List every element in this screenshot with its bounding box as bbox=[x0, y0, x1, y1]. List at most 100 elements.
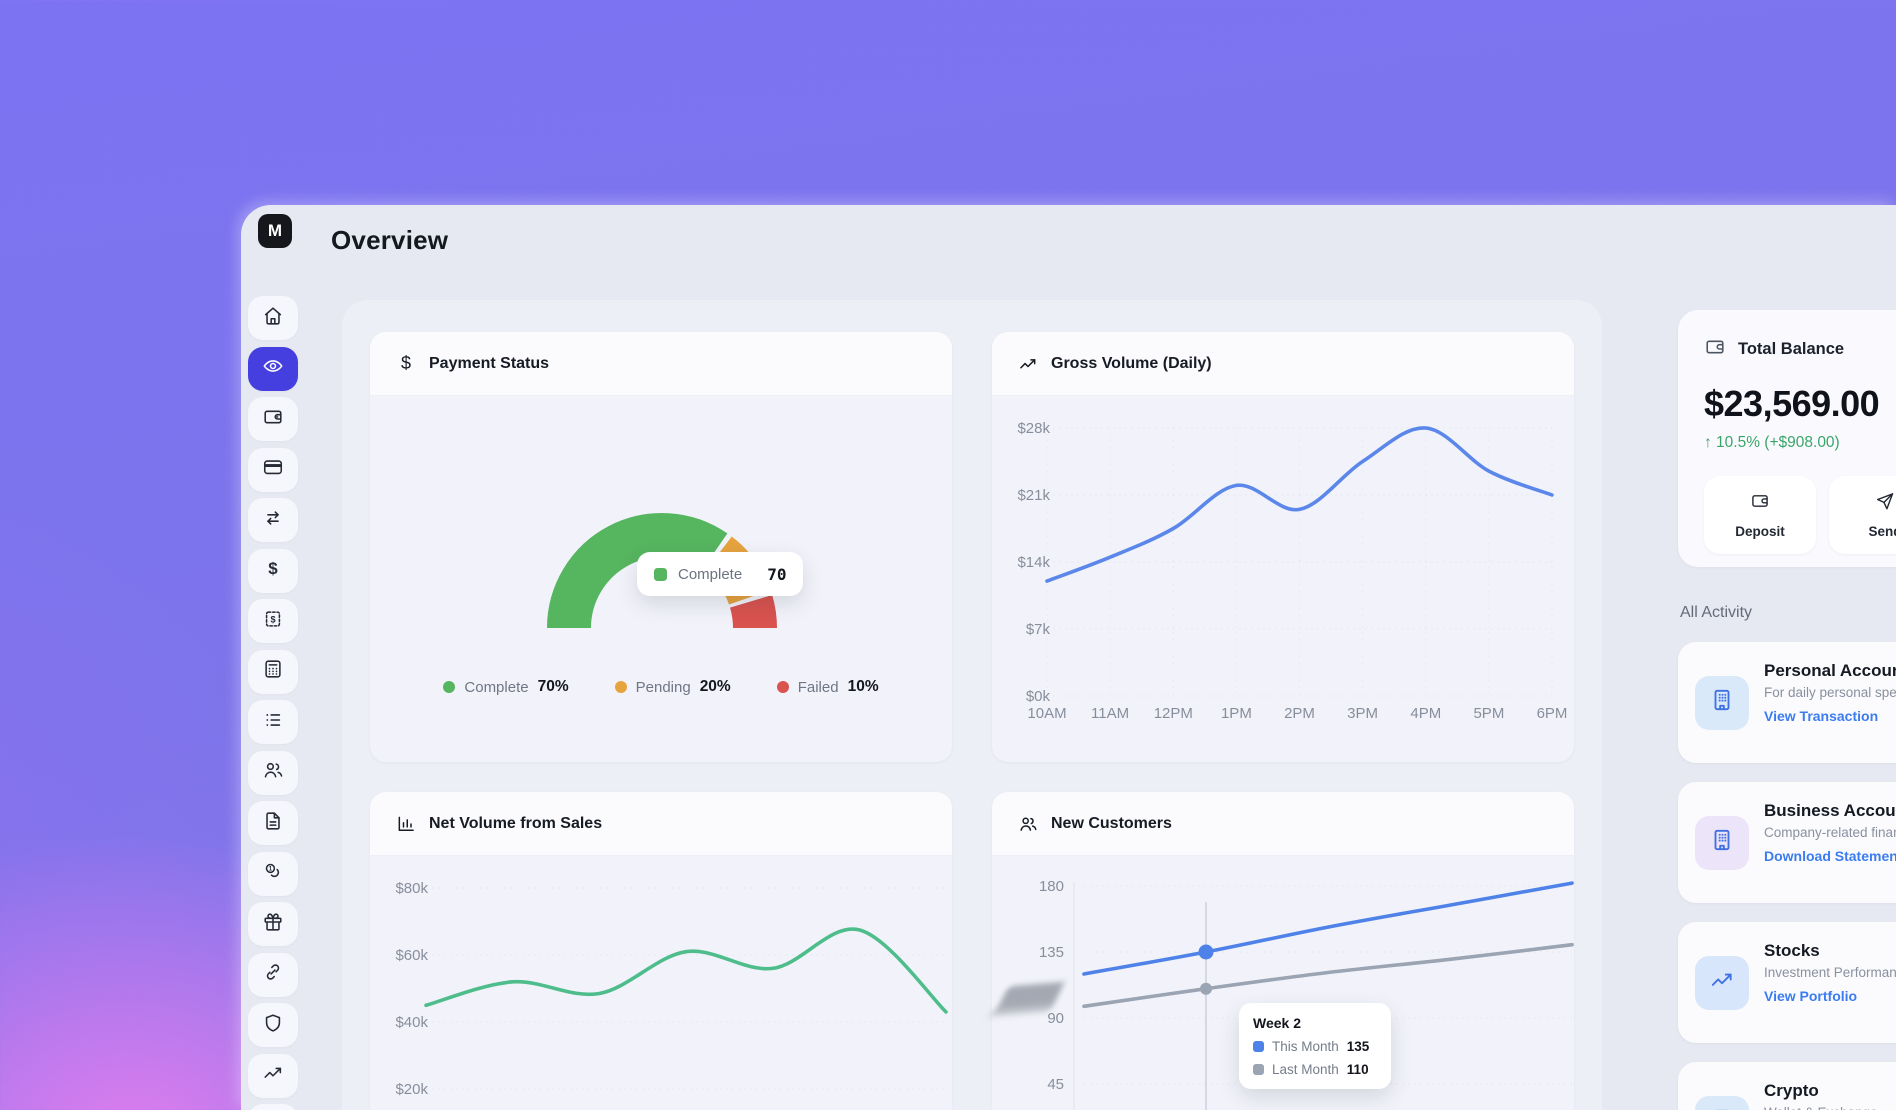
y-tick-label: $21k bbox=[1017, 487, 1050, 504]
deposit-label: Deposit bbox=[1735, 524, 1785, 539]
y-tick-label: $20k bbox=[395, 1081, 428, 1098]
x-tick-label: 5PM bbox=[1473, 705, 1504, 722]
x-tick-label: 11AM bbox=[1091, 705, 1129, 722]
tooltip-label: Complete bbox=[678, 565, 743, 583]
activity-personal-account[interactable]: Personal Account For daily personal spen… bbox=[1678, 642, 1896, 763]
y-tick-label: $40k bbox=[395, 1014, 428, 1031]
total-balance-card: Total Balance $23,569.00 ↑ 10.5% (+$908.… bbox=[1678, 310, 1896, 567]
activity-title: Business Account bbox=[1764, 801, 1896, 820]
new-customers-chart: 180 135 90 45 bbox=[1039, 878, 1574, 1110]
trend-up-icon bbox=[1018, 354, 1038, 374]
send-button[interactable]: Send bbox=[1829, 476, 1896, 554]
shield-icon bbox=[262, 1012, 284, 1039]
complete-swatch bbox=[654, 567, 667, 581]
card-title: Net Volume from Sales bbox=[429, 814, 603, 832]
last-month-dot bbox=[1200, 982, 1212, 995]
pending-dot bbox=[614, 681, 627, 693]
y-tick-label: $14k bbox=[1017, 554, 1050, 571]
y-tick-label: $0k bbox=[1026, 688, 1051, 705]
sidebar-item-payments[interactable]: $ bbox=[248, 548, 298, 593]
sidebar-item-analytics[interactable] bbox=[248, 1053, 298, 1098]
sidebar-item-customers[interactable] bbox=[248, 750, 298, 795]
y-tick-label: $80k bbox=[395, 880, 428, 897]
users-icon bbox=[262, 759, 284, 786]
y-tick-label: $7k bbox=[1026, 621, 1051, 638]
activity-business-account[interactable]: Business Account Company-related finance… bbox=[1678, 782, 1896, 903]
view-transaction-link[interactable]: View Transaction bbox=[1764, 708, 1879, 724]
sidebar-item-coins[interactable]: 1 bbox=[248, 851, 298, 896]
sidebar-item-security[interactable] bbox=[248, 1003, 298, 1047]
building-icon bbox=[1709, 687, 1735, 718]
legend-failed: Failed 10% bbox=[776, 678, 879, 696]
legend-label: Pending bbox=[635, 678, 691, 696]
document-icon bbox=[262, 810, 284, 837]
sidebar-item-transfers[interactable] bbox=[248, 498, 298, 542]
activity-crypto[interactable]: Crypto Wallet & Exchange bbox=[1678, 1062, 1896, 1110]
activity-stocks[interactable]: Stocks Investment Performance View Portf… bbox=[1678, 922, 1896, 1043]
net-volume-chart: $80k $60k $40k $20k bbox=[395, 880, 948, 1098]
building-icon bbox=[1709, 827, 1735, 858]
gauge-segment-failed bbox=[729, 594, 778, 629]
this-month-dot[interactable] bbox=[1198, 944, 1214, 960]
calculator-icon bbox=[262, 658, 284, 685]
view-portfolio-link[interactable]: View Portfolio bbox=[1764, 988, 1858, 1004]
new-customers-card: New Customers 180 135 90 45 Week 2 This Mon… bbox=[992, 792, 1574, 1110]
gauge-segment-complete bbox=[547, 513, 728, 629]
receipt-dollar-icon: $ bbox=[262, 608, 284, 635]
stocks-tile bbox=[1695, 955, 1749, 1010]
balance-amount: $23,569.00 bbox=[1704, 383, 1880, 424]
gross-volume-header: Gross Volume (Daily) bbox=[992, 332, 1574, 396]
activity-title: Personal Account bbox=[1764, 661, 1896, 680]
app-logo[interactable]: M bbox=[258, 214, 292, 248]
y-tick-label: 90 bbox=[1047, 1010, 1064, 1027]
link-icon bbox=[262, 961, 284, 988]
dollar-icon: $ bbox=[262, 557, 284, 584]
sidebar-item-wallet[interactable] bbox=[248, 397, 298, 441]
legend-label: Failed bbox=[797, 678, 839, 696]
card-title: Payment Status bbox=[429, 354, 550, 372]
trend-up-icon bbox=[262, 1062, 284, 1089]
sidebar-item-briefcase[interactable] bbox=[248, 1104, 298, 1110]
transfer-arrows-icon bbox=[262, 507, 284, 534]
sidebar-item-calculator[interactable] bbox=[248, 649, 298, 694]
sidebar-item-rewards[interactable] bbox=[248, 902, 298, 946]
tooltip-label: Last Month bbox=[1272, 1062, 1339, 1077]
legend-value: 20% bbox=[699, 678, 731, 695]
tooltip-value: 70 bbox=[767, 564, 787, 584]
deposit-button[interactable]: Deposit bbox=[1704, 476, 1816, 554]
payment-status-body: Complete 70 Complete 70% Pending 20% bbox=[370, 396, 952, 762]
trend-up-icon bbox=[1709, 967, 1735, 998]
gross-volume-card: Gross Volume (Daily) $28k $21k $14k $7k $0k 1… bbox=[992, 332, 1574, 762]
new-customers-body: 180 135 90 45 Week 2 This Month 135 Last Mo… bbox=[992, 856, 1574, 1110]
sidebar-item-invoices[interactable]: $ bbox=[248, 599, 298, 643]
sidebar-item-transactions[interactable] bbox=[248, 700, 298, 744]
last-month-line bbox=[1082, 942, 1574, 1009]
legend-pending: Pending 20% bbox=[614, 678, 731, 696]
app-panel: M Overview $ $ 1 $ Payment Status bbox=[241, 205, 1896, 1110]
svg-text:$: $ bbox=[270, 614, 275, 624]
activity-title: Stocks bbox=[1764, 941, 1820, 960]
tooltip-label: This Month bbox=[1272, 1039, 1339, 1054]
sidebar-item-overview[interactable] bbox=[248, 346, 298, 391]
sidebar-item-home[interactable] bbox=[248, 296, 298, 340]
gross-volume-body: $28k $21k $14k $7k $0k 10AM 11AM 12PM 1PM 2PM 3PM 4… bbox=[992, 396, 1574, 762]
sidebar-item-links[interactable] bbox=[248, 952, 298, 997]
net-volume-header: Net Volume from Sales bbox=[370, 792, 952, 856]
new-customers-header: New Customers bbox=[992, 792, 1574, 856]
balance-actions: Deposit Send bbox=[1704, 476, 1896, 554]
sidebar-item-documents[interactable] bbox=[248, 801, 298, 845]
page-title: Overview bbox=[331, 225, 449, 255]
all-activity-heading: All Activity bbox=[1680, 604, 1753, 621]
last-month-swatch bbox=[1253, 1064, 1264, 1075]
y-tick-label: 135 bbox=[1039, 944, 1064, 961]
y-tick-label: 45 bbox=[1047, 1076, 1064, 1093]
payment-status-card: $ Payment Status Complete 70 Complete 70… bbox=[370, 332, 952, 762]
card-title: New Customers bbox=[1051, 814, 1172, 832]
activity-texts: Personal Account For daily personal spen… bbox=[1764, 659, 1896, 746]
legend-complete: Complete 70% bbox=[443, 678, 569, 696]
sidebar-item-cards[interactable] bbox=[248, 447, 298, 492]
list-icon bbox=[262, 709, 284, 736]
download-statement-link[interactable]: Download Statement bbox=[1764, 848, 1896, 864]
card-title: Gross Volume (Daily) bbox=[1051, 354, 1212, 372]
